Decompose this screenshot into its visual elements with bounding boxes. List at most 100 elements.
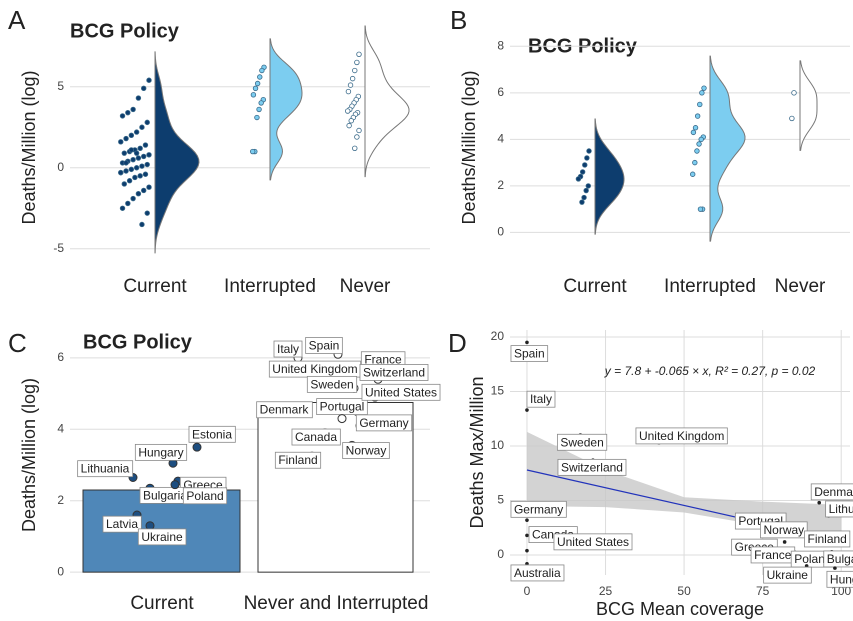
- label-box: [556, 433, 608, 451]
- panel-letter: A: [8, 5, 26, 35]
- x-tick-label: 75: [756, 584, 770, 598]
- data-point: [345, 88, 352, 95]
- data-point: [139, 163, 145, 169]
- y-tick-label: -5: [53, 241, 64, 255]
- data-point: [130, 106, 136, 113]
- data-point: [258, 100, 264, 106]
- point-label: Portugal: [320, 400, 365, 414]
- data-point: [128, 147, 135, 153]
- panel-letter: C: [8, 328, 27, 358]
- data-point: [141, 153, 147, 160]
- data-point: [139, 221, 145, 228]
- data-point: [146, 77, 152, 83]
- label-box: [342, 442, 390, 459]
- data-point: [254, 114, 260, 121]
- point-label: United Kingdom: [639, 429, 724, 443]
- data-point: [144, 161, 150, 168]
- data-point: [346, 122, 352, 129]
- label-box: [182, 487, 228, 505]
- data-point: [782, 540, 787, 544]
- data-point: [146, 184, 152, 190]
- data-point: [123, 160, 129, 166]
- data-point: [128, 166, 135, 173]
- density: [709, 55, 746, 242]
- point-label: Norway: [763, 523, 804, 537]
- y-tick-label: 5: [497, 493, 504, 507]
- density: [154, 51, 200, 254]
- y-tick-label: 6: [497, 85, 504, 99]
- point-label: Estonia: [192, 427, 232, 441]
- density: [799, 60, 818, 151]
- data-point: [141, 187, 147, 194]
- data-point: [354, 59, 360, 66]
- x-tick-label: Interrupted: [224, 276, 316, 297]
- data-point: [690, 171, 696, 177]
- data-point: [833, 566, 837, 570]
- label-box: [355, 414, 413, 432]
- y-tick-label: 15: [491, 384, 505, 398]
- x-tick-label: Never: [775, 276, 826, 297]
- point-label: France: [364, 353, 402, 367]
- data-point: [250, 92, 257, 98]
- x-tick-label: Current: [123, 276, 187, 297]
- data-point: [348, 118, 354, 124]
- data-point: [349, 75, 356, 82]
- y-axis-title: Deaths/Million (log): [19, 378, 39, 532]
- data-point: [121, 181, 127, 187]
- y-tick-label: 0: [57, 564, 64, 578]
- y-tick-label: 0: [497, 547, 504, 561]
- point-label: France: [754, 548, 792, 562]
- data-point: [575, 176, 582, 182]
- data-point: [583, 187, 589, 194]
- data-point: [118, 169, 124, 176]
- data-point: [135, 95, 142, 101]
- label-box: [359, 364, 429, 381]
- point-label: Bulgaria: [143, 488, 187, 502]
- point-label: Hungary: [138, 445, 183, 459]
- y-tick-label: 5: [57, 79, 64, 93]
- y-axis-title: Deaths Max/Million: [467, 376, 487, 528]
- data-point: [585, 183, 591, 189]
- data-point: [582, 162, 588, 168]
- label-box: [825, 500, 853, 518]
- panel-letter: D: [448, 328, 467, 358]
- label-box: [188, 425, 236, 443]
- point-label: Switzerland: [363, 365, 425, 379]
- data-point: [135, 190, 142, 197]
- data-point: [142, 171, 149, 177]
- data-point: [133, 129, 140, 135]
- data-point: [146, 152, 152, 158]
- data-point: [144, 119, 150, 126]
- point-label: Denmark: [260, 403, 310, 417]
- point-label: Lithuania: [81, 462, 130, 476]
- data-point: [132, 174, 138, 181]
- label-box: [306, 375, 358, 393]
- data-point: [130, 156, 136, 163]
- data-point: [126, 178, 133, 184]
- data-point: [135, 155, 142, 161]
- data-point: [352, 145, 358, 152]
- point-label: Finland: [807, 532, 846, 546]
- point-label: Sweden: [560, 435, 603, 449]
- x-axis-title: BCG Mean coverage: [596, 599, 764, 619]
- label-box: [635, 427, 728, 445]
- label-box: [510, 500, 567, 518]
- data-point: [525, 340, 529, 345]
- label-box: [810, 483, 853, 501]
- label-box: [510, 564, 565, 582]
- data-point: [137, 173, 143, 179]
- label-box: [291, 428, 341, 446]
- data-point: [256, 106, 262, 113]
- data-point: [791, 90, 797, 96]
- data-point: [356, 51, 362, 58]
- data-point: [525, 548, 529, 553]
- data-point: [128, 132, 135, 139]
- data-point: [694, 148, 700, 154]
- label-box: [274, 451, 322, 469]
- y-tick-label: 20: [491, 329, 505, 343]
- data-point: [579, 169, 586, 175]
- data-point: [698, 136, 704, 143]
- y-tick-label: 2: [57, 493, 64, 507]
- x-tick-label: Interrupted: [664, 276, 756, 297]
